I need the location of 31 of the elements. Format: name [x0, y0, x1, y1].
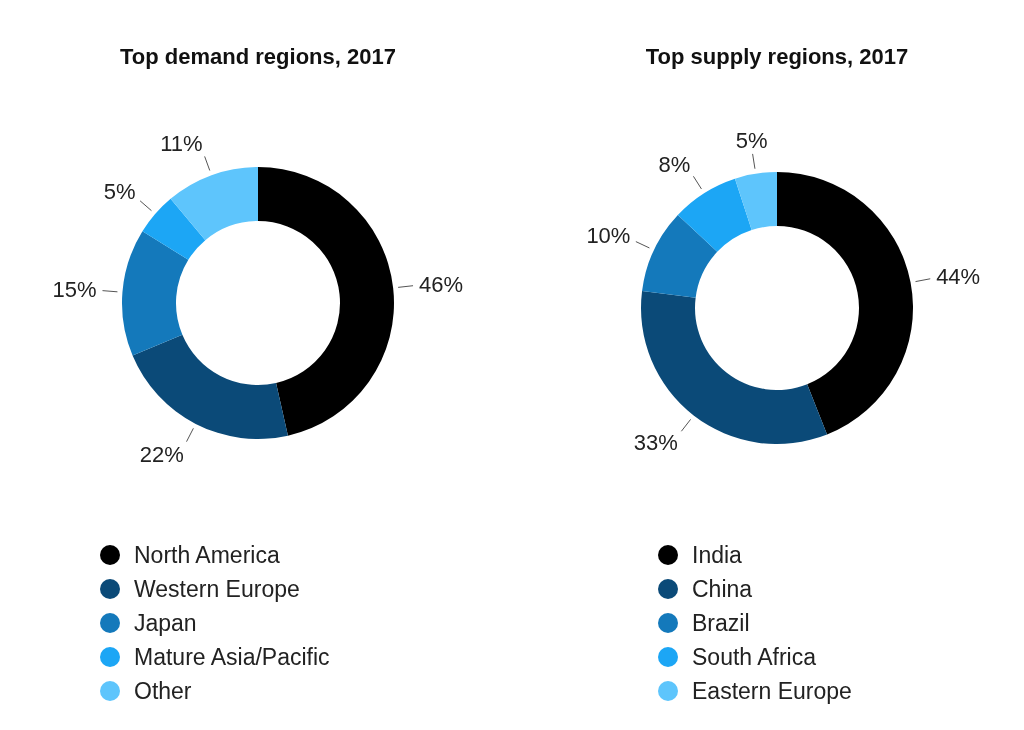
- legend-label: Western Europe: [134, 576, 300, 603]
- donut-slice: [142, 198, 206, 260]
- data-label: 44%: [936, 263, 981, 289]
- donut-slice: [258, 167, 394, 436]
- data-label: 8%: [658, 152, 691, 178]
- legend-label: South Africa: [692, 644, 817, 671]
- donut-slice: [132, 334, 288, 439]
- donut-slice: [122, 231, 189, 356]
- legend-label: Mature Asia/Pacific: [134, 644, 330, 671]
- donut-slice: [642, 214, 718, 298]
- legend-label: India: [692, 542, 743, 569]
- chart-title: Top supply regions, 2017: [645, 44, 909, 69]
- donut-slice: [677, 178, 752, 252]
- chart-title: Top demand regions, 2017: [120, 44, 396, 69]
- data-label: 5%: [103, 179, 136, 205]
- data-label: 22%: [139, 441, 184, 467]
- data-label: 10%: [586, 223, 631, 249]
- data-label: 15%: [52, 277, 97, 303]
- donut-slice: [777, 172, 913, 435]
- data-label: 11%: [160, 130, 203, 156]
- data-label: 46%: [419, 271, 464, 297]
- legend-label: Other: [134, 678, 192, 705]
- legend-label: Japan: [134, 610, 197, 637]
- legend-label: Eastern Europe: [692, 678, 852, 705]
- donut-slice: [734, 172, 777, 231]
- legend-label: North America: [134, 542, 280, 569]
- data-label: 5%: [735, 127, 768, 153]
- data-label: 33%: [633, 430, 678, 456]
- donut-slice: [170, 167, 258, 241]
- legend-label: China: [692, 576, 753, 603]
- legend-label: Brazil: [692, 610, 750, 637]
